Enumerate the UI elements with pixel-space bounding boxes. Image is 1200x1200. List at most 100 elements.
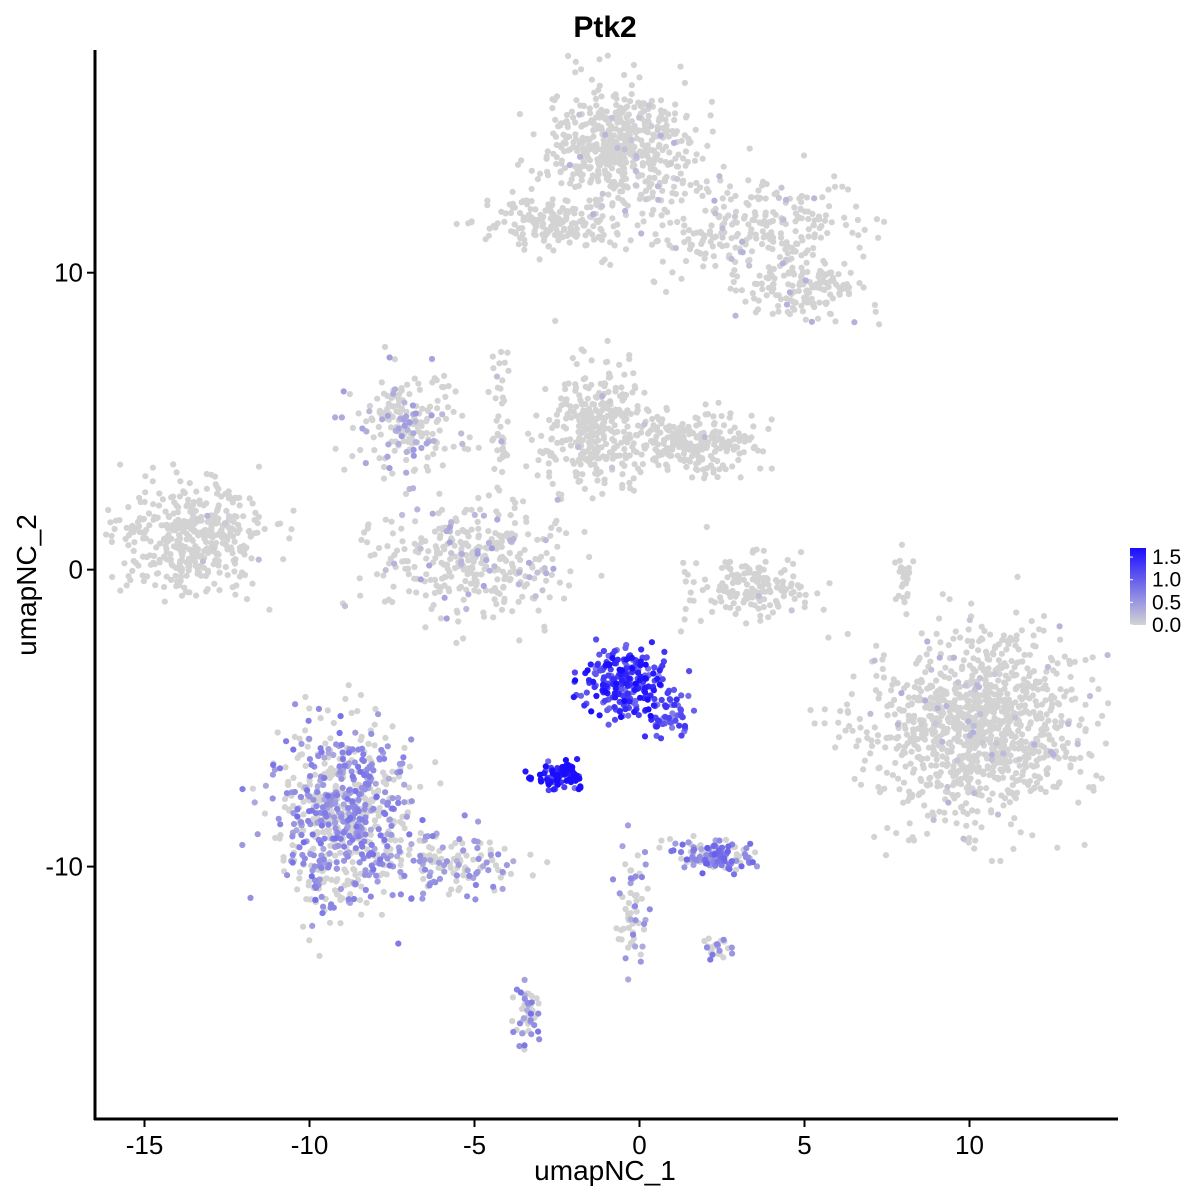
cell-point	[716, 173, 723, 180]
cell-point	[605, 191, 612, 198]
cell-point	[338, 775, 345, 783]
cell-point	[373, 571, 381, 578]
cell-point	[229, 550, 236, 557]
cell-point	[832, 318, 839, 325]
cell-point	[302, 762, 309, 770]
cell-point	[382, 516, 389, 523]
cell-point	[982, 677, 989, 684]
cell-point	[775, 302, 782, 310]
cell-point	[415, 380, 422, 387]
cell-point	[1063, 749, 1070, 756]
cell-point	[432, 855, 439, 862]
cell-point	[1030, 632, 1037, 639]
cell-point	[791, 595, 798, 603]
cell-point	[621, 122, 628, 129]
cell-point	[368, 730, 375, 738]
cell-point	[702, 207, 709, 214]
cell-point	[588, 117, 595, 124]
cell-point	[638, 230, 645, 237]
cell-point	[1095, 686, 1102, 693]
cell-point	[968, 600, 975, 607]
cell-point	[583, 456, 590, 463]
cell-point	[366, 763, 373, 770]
cell-point	[773, 292, 780, 299]
cell-point	[511, 520, 518, 527]
cell-point	[669, 269, 676, 276]
cell-point	[945, 642, 952, 649]
cell-point	[731, 267, 738, 274]
cell-point	[702, 411, 709, 418]
cell-point	[855, 232, 862, 239]
cell-point	[727, 428, 734, 435]
cell-point	[485, 388, 492, 396]
cell-point	[193, 592, 200, 599]
cell-point	[109, 573, 116, 581]
cell-point	[930, 816, 937, 824]
cell-point	[493, 539, 500, 546]
cell-point	[410, 452, 417, 459]
cell-point	[387, 555, 394, 562]
cell-point	[837, 708, 844, 715]
cell-point	[291, 733, 298, 741]
cell-point	[962, 768, 969, 775]
cell-point	[933, 677, 940, 684]
cell-point	[623, 132, 630, 140]
cell-point	[103, 531, 110, 538]
cell-point	[563, 111, 571, 119]
cell-point	[654, 151, 661, 158]
cell-point	[681, 222, 688, 229]
cell-point	[750, 423, 757, 430]
cell-point	[628, 82, 636, 89]
cell-point	[1098, 775, 1105, 782]
cell-point	[216, 569, 223, 576]
cell-point	[968, 643, 975, 650]
cell-point	[1028, 762, 1035, 769]
cell-point	[518, 199, 525, 206]
cell-point	[770, 238, 777, 245]
cell-point	[419, 405, 426, 412]
cell-point	[621, 417, 628, 424]
cell-point	[989, 790, 996, 797]
cell-point	[231, 568, 238, 575]
cell-point	[844, 708, 851, 715]
cell-point	[960, 714, 967, 721]
cell-point	[999, 768, 1006, 775]
cell-point	[302, 693, 309, 701]
cell-point	[176, 532, 183, 539]
cell-point	[881, 218, 888, 225]
cell-point	[677, 628, 685, 635]
cell-point	[867, 710, 874, 718]
cell-point	[357, 691, 364, 699]
cell-point	[1006, 718, 1013, 725]
cell-point	[410, 430, 417, 437]
cell-point	[558, 402, 565, 409]
cell-point	[939, 761, 946, 768]
cell-point	[802, 277, 809, 284]
cell-point	[634, 852, 641, 859]
cell-point	[950, 654, 958, 661]
cell-point	[247, 894, 254, 902]
cell-point	[580, 158, 587, 165]
cell-point	[487, 851, 494, 859]
cell-point	[223, 507, 230, 514]
cell-point	[397, 891, 404, 898]
cell-point	[414, 506, 421, 513]
cell-point	[918, 721, 925, 728]
cell-point	[854, 216, 862, 224]
cell-point	[992, 724, 999, 732]
cell-point	[294, 886, 301, 893]
cell-point	[727, 285, 734, 292]
cell-point	[614, 119, 621, 126]
cell-point	[535, 457, 542, 464]
cell-point	[410, 485, 417, 492]
cell-point	[578, 66, 585, 73]
cell-point	[639, 210, 646, 217]
cell-point	[677, 439, 684, 446]
cell-point	[810, 245, 817, 252]
cell-point	[743, 845, 750, 852]
cell-point	[395, 394, 402, 401]
cell-point	[705, 935, 712, 942]
cell-point	[602, 131, 609, 138]
cell-point	[194, 570, 201, 577]
cell-point	[654, 183, 662, 190]
